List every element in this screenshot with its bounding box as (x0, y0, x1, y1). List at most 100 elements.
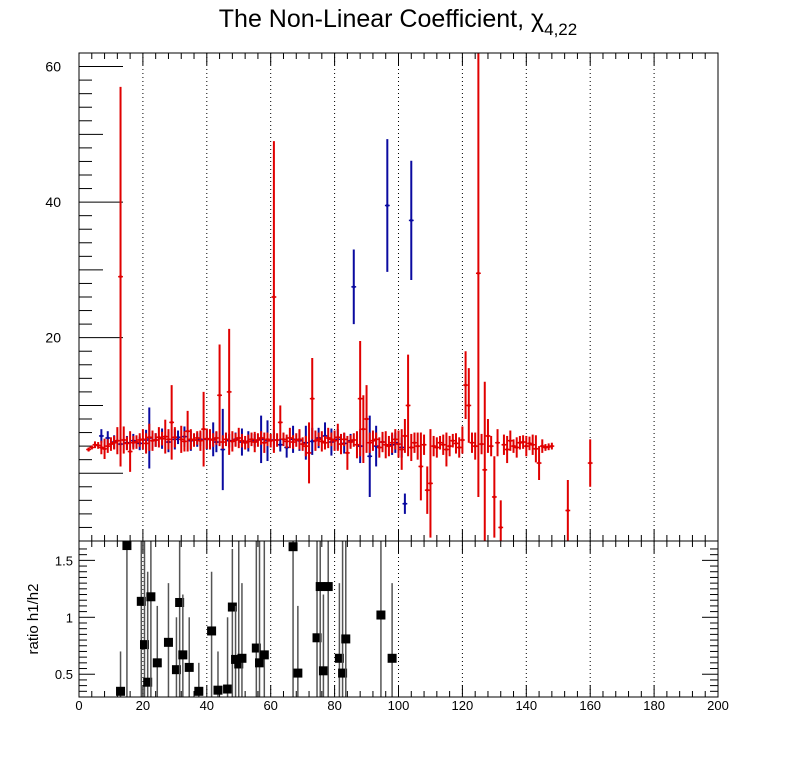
data-point (250, 437, 254, 441)
data-point (336, 435, 340, 439)
data-point (524, 444, 528, 448)
data-point (508, 439, 512, 443)
bottom-plot-frame (78, 540, 719, 698)
data-point (460, 438, 464, 442)
data-point (240, 439, 244, 443)
ratio-marker (146, 592, 156, 602)
data-point (186, 429, 190, 433)
data-point (406, 403, 410, 407)
data-point (486, 434, 490, 438)
data-point (278, 443, 282, 447)
data-point (345, 451, 349, 455)
top-y-tick-labels: 20 40 60 (45, 59, 61, 346)
data-point (403, 434, 407, 438)
data-point (230, 439, 234, 443)
data-point (419, 464, 423, 468)
data-point (320, 439, 324, 443)
data-point (355, 443, 359, 447)
data-point (221, 440, 225, 444)
data-point (243, 441, 247, 445)
ratio-marker (231, 654, 241, 664)
ratio-marker (227, 602, 237, 612)
data-point (412, 441, 416, 445)
data-point (323, 441, 327, 445)
top-grid-lines (142, 53, 655, 541)
data-point (505, 448, 509, 451)
data-point (262, 441, 266, 445)
data-point (534, 447, 538, 451)
data-point (135, 440, 139, 444)
data-point (518, 441, 522, 445)
ratio-marker (143, 677, 153, 687)
data-point (128, 450, 132, 454)
data-point (304, 444, 308, 448)
data-point (550, 444, 554, 448)
data-point (291, 440, 295, 444)
x-tick-label: 200 (707, 698, 729, 713)
data-point (377, 445, 381, 449)
data-point (397, 442, 400, 446)
x-tick-label: 40 (200, 698, 214, 713)
data-point (521, 440, 525, 444)
data-point (122, 438, 126, 442)
data-point (547, 445, 551, 449)
ratio-marker (312, 633, 322, 643)
data-point (537, 461, 541, 465)
data-point (496, 441, 500, 445)
x-tick-label: 20 (136, 698, 150, 713)
data-point (141, 437, 145, 441)
data-point (269, 439, 273, 443)
data-point (218, 393, 222, 397)
data-point (256, 438, 260, 442)
data-point (349, 440, 353, 444)
data-point (339, 442, 343, 446)
data-point (409, 445, 413, 449)
ratio-marker (175, 597, 185, 607)
data-point (192, 438, 196, 442)
data-point (176, 435, 180, 439)
ratio-marker (288, 542, 298, 552)
data-point (512, 444, 516, 448)
data-point (195, 436, 199, 440)
data-point (428, 481, 432, 485)
top-y-tick-label: 20 (45, 330, 61, 346)
ratio-marker (376, 610, 386, 620)
data-point (275, 438, 279, 442)
data-point (173, 435, 177, 439)
data-point (205, 437, 209, 441)
data-point (438, 441, 442, 445)
data-point (403, 502, 407, 506)
ratio-marker (387, 653, 397, 663)
top-axis-ticks (78, 53, 719, 541)
data-point (246, 439, 250, 443)
data-point (365, 417, 369, 421)
data-point (313, 439, 317, 443)
data-point (352, 438, 356, 442)
ratio-marker (338, 668, 348, 678)
data-point (515, 445, 519, 449)
ratio-marker (323, 582, 333, 592)
data-point (202, 427, 206, 431)
data-point (492, 495, 496, 499)
data-point (352, 285, 356, 289)
data-point (384, 443, 388, 447)
top-data-series (86, 53, 593, 541)
ratio-marker (223, 684, 233, 694)
x-tick-label: 120 (452, 698, 474, 713)
ratio-marker (139, 640, 149, 650)
data-point (144, 441, 148, 445)
bottom-y-tick-label: 0.5 (55, 667, 73, 682)
ratio-marker (122, 541, 132, 551)
data-point (470, 441, 474, 445)
x-tick-label: 140 (515, 698, 537, 713)
top-panel: 20 40 60 (45, 52, 719, 542)
data-point (125, 441, 129, 445)
data-point (96, 443, 100, 447)
x-tick-label: 100 (388, 698, 410, 713)
data-point (112, 441, 116, 445)
data-point (131, 441, 135, 445)
data-point (266, 437, 270, 441)
data-point (387, 444, 391, 448)
data-point (93, 443, 97, 447)
